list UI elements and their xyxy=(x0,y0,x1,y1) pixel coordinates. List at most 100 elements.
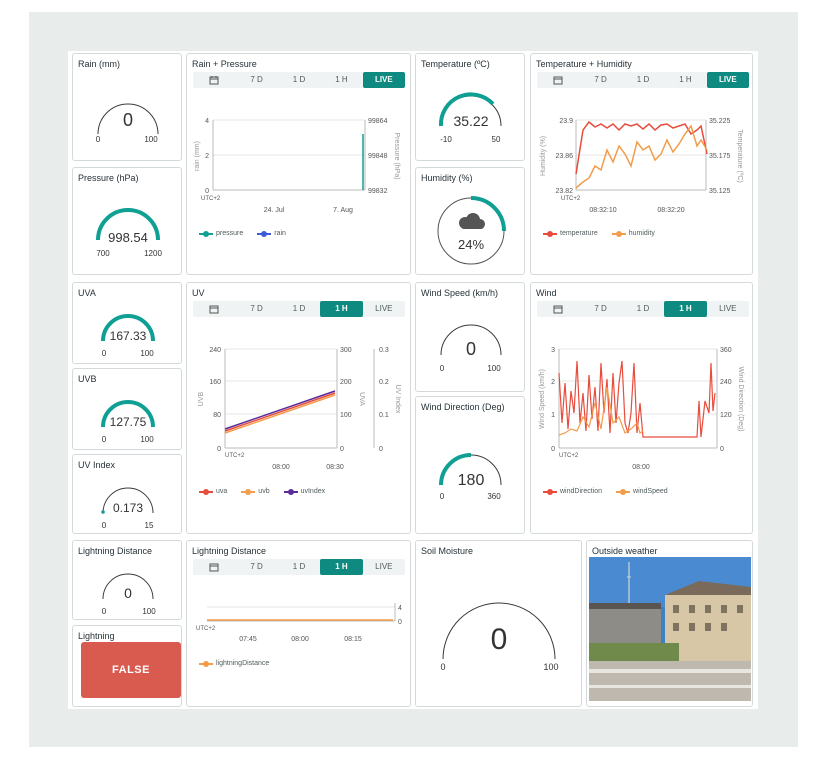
y-tick-right: 0 xyxy=(379,446,383,453)
pressure-gauge-card: Pressure (hPa) 998.54 700 1200 xyxy=(72,167,182,275)
tab-1h[interactable]: 1 H xyxy=(320,301,363,317)
y-tick: 80 xyxy=(213,412,221,419)
calendar-icon[interactable] xyxy=(193,72,235,88)
chart-legend: windDirection windSpeed xyxy=(543,488,668,495)
gauge-min: 0 xyxy=(440,492,445,501)
tab-1h[interactable]: 1 H xyxy=(320,559,363,575)
tab-1d[interactable]: 1 D xyxy=(292,304,306,313)
uvb-gauge-card: UVB 127.75 0 100 xyxy=(72,368,182,450)
y-axis-label: UVB xyxy=(198,391,205,406)
gauge-max: 100 xyxy=(140,435,154,444)
tab-1d[interactable]: 1 D xyxy=(636,75,650,84)
y-tick-mid: 200 xyxy=(340,379,352,386)
tab-live[interactable]: LIVE xyxy=(375,562,393,571)
tab-live[interactable]: LIVE xyxy=(375,304,393,313)
calendar-icon[interactable] xyxy=(537,301,579,317)
lightning-distance-gauge: 0 0 100 xyxy=(102,573,156,616)
card-title: UVB xyxy=(78,374,97,384)
tab-live[interactable]: LIVE xyxy=(719,304,737,313)
gauge-min: 0 xyxy=(96,135,101,144)
legend-item[interactable]: rain xyxy=(257,230,286,237)
card-title: Outside weather xyxy=(592,546,658,556)
chart-legend: uva uvb uvIndex xyxy=(199,488,325,495)
card-title: UV Index xyxy=(78,460,116,470)
card-title: UVA xyxy=(78,288,96,298)
legend-item[interactable]: uva xyxy=(199,488,227,495)
lightning-card: Lightning FALSE xyxy=(72,625,182,707)
y-tick: 160 xyxy=(209,379,221,386)
legend-item[interactable]: windDirection xyxy=(543,488,602,495)
gauge-value: 167.33 xyxy=(110,329,147,343)
calendar-icon[interactable] xyxy=(193,559,235,575)
tab-1d[interactable]: 1 D xyxy=(292,562,306,571)
lightning-distance-gauge-card: Lightning Distance 0 0 100 xyxy=(72,540,182,620)
y-tick: 0 xyxy=(217,446,221,453)
timezone-label: UTC+2 xyxy=(561,196,581,202)
y-tick: 23.82 xyxy=(555,188,573,195)
y-tick-right: 99864 xyxy=(368,118,388,125)
tab-7d[interactable]: 7 D xyxy=(250,304,263,313)
legend-item[interactable]: windSpeed xyxy=(616,488,668,495)
tab-1h[interactable]: 1 H xyxy=(335,75,348,84)
tab-1h[interactable]: 1 H xyxy=(679,75,692,84)
soil-moisture-card: Soil Moisture 0 0 100 xyxy=(415,540,582,707)
tab-7d[interactable]: 7 D xyxy=(594,75,607,84)
card-title: Wind xyxy=(536,288,557,298)
card-title: Rain (mm) xyxy=(78,59,120,69)
gauge-max: 100 xyxy=(140,349,154,358)
tab-live[interactable]: LIVE xyxy=(362,72,406,88)
card-title: Wind Speed (km/h) xyxy=(421,288,499,298)
gauge-min: 0 xyxy=(440,662,445,672)
uvindex-gauge: 0.173 0 15 xyxy=(101,487,154,530)
y-axis-label-right: Temperature (ºC) xyxy=(736,129,743,183)
calendar-icon[interactable] xyxy=(193,301,235,317)
tab-1d[interactable]: 1 D xyxy=(636,304,650,313)
legend-item[interactable]: uvIndex xyxy=(283,488,325,495)
y-tick: 23.86 xyxy=(555,153,573,160)
card-title: Rain + Pressure xyxy=(192,59,257,69)
x-tick: 08:32:20 xyxy=(657,207,684,214)
card-title: Lightning Distance xyxy=(192,546,267,556)
tab-7d[interactable]: 7 D xyxy=(594,304,607,313)
y-tick-right: 99832 xyxy=(368,188,388,195)
gauge-min: 0 xyxy=(440,364,445,373)
legend-item[interactable]: pressure xyxy=(199,230,243,237)
card-title: UV xyxy=(192,288,205,298)
gauge-min: -10 xyxy=(440,135,452,144)
legend-item[interactable]: uvb xyxy=(241,488,270,495)
y-tick-right: 360 xyxy=(720,347,732,354)
legend-item[interactable]: lightningDistance xyxy=(199,660,269,667)
calendar-icon[interactable] xyxy=(537,72,579,88)
tab-7d[interactable]: 7 D xyxy=(250,75,263,84)
tab-7d[interactable]: 7 D xyxy=(250,562,263,571)
gauge-max: 15 xyxy=(145,521,154,530)
pressure-gauge: 998.54 700 1200 xyxy=(96,208,162,258)
temp-humidity-card: Temperature + Humidity 7 D 1 D 1 H LIVE … xyxy=(530,53,753,275)
uvb-gauge: 127.75 0 100 xyxy=(101,400,155,444)
y-tick-right: 0.2 xyxy=(379,379,389,386)
time-range-tabs: 7 D 1 D 1 H LIVE xyxy=(193,301,405,317)
timezone-label: UTC+2 xyxy=(225,453,245,459)
tab-1h[interactable]: 1 H xyxy=(664,301,707,317)
card-title: Wind Direction (Deg) xyxy=(421,402,505,412)
legend-item[interactable]: humidity xyxy=(611,230,655,237)
tab-1d[interactable]: 1 D xyxy=(292,75,306,84)
tab-live[interactable]: LIVE xyxy=(706,72,750,88)
x-tick: 08:15 xyxy=(344,636,362,643)
uvindex-gauge-card: UV Index 0.173 0 15 xyxy=(72,454,182,534)
y-axis-label-mid: UVA xyxy=(358,392,365,406)
y-tick: 240 xyxy=(209,347,221,354)
chart-legend: lightningDistance xyxy=(199,660,269,667)
card-title: Lightning xyxy=(78,631,115,641)
y-tick: 2 xyxy=(205,153,209,160)
x-tick: 08:32:10 xyxy=(589,207,616,214)
y-axis-label-right: UV Index xyxy=(394,385,401,414)
legend-item[interactable]: temperature xyxy=(543,230,598,237)
lightning-distance-chart-card: Lightning Distance 7 D 1 D 1 H LIVE 4 0 … xyxy=(186,540,411,707)
x-tick: 08:00 xyxy=(632,464,650,471)
time-range-tabs: 7 D 1 D 1 H LIVE xyxy=(193,72,406,88)
gauge-value: 0 xyxy=(123,110,133,130)
gauge-min: 0 xyxy=(102,435,107,444)
temperature-gauge: 35.22 -10 50 xyxy=(438,92,502,144)
card-title: Temperature (ºC) xyxy=(421,59,490,69)
